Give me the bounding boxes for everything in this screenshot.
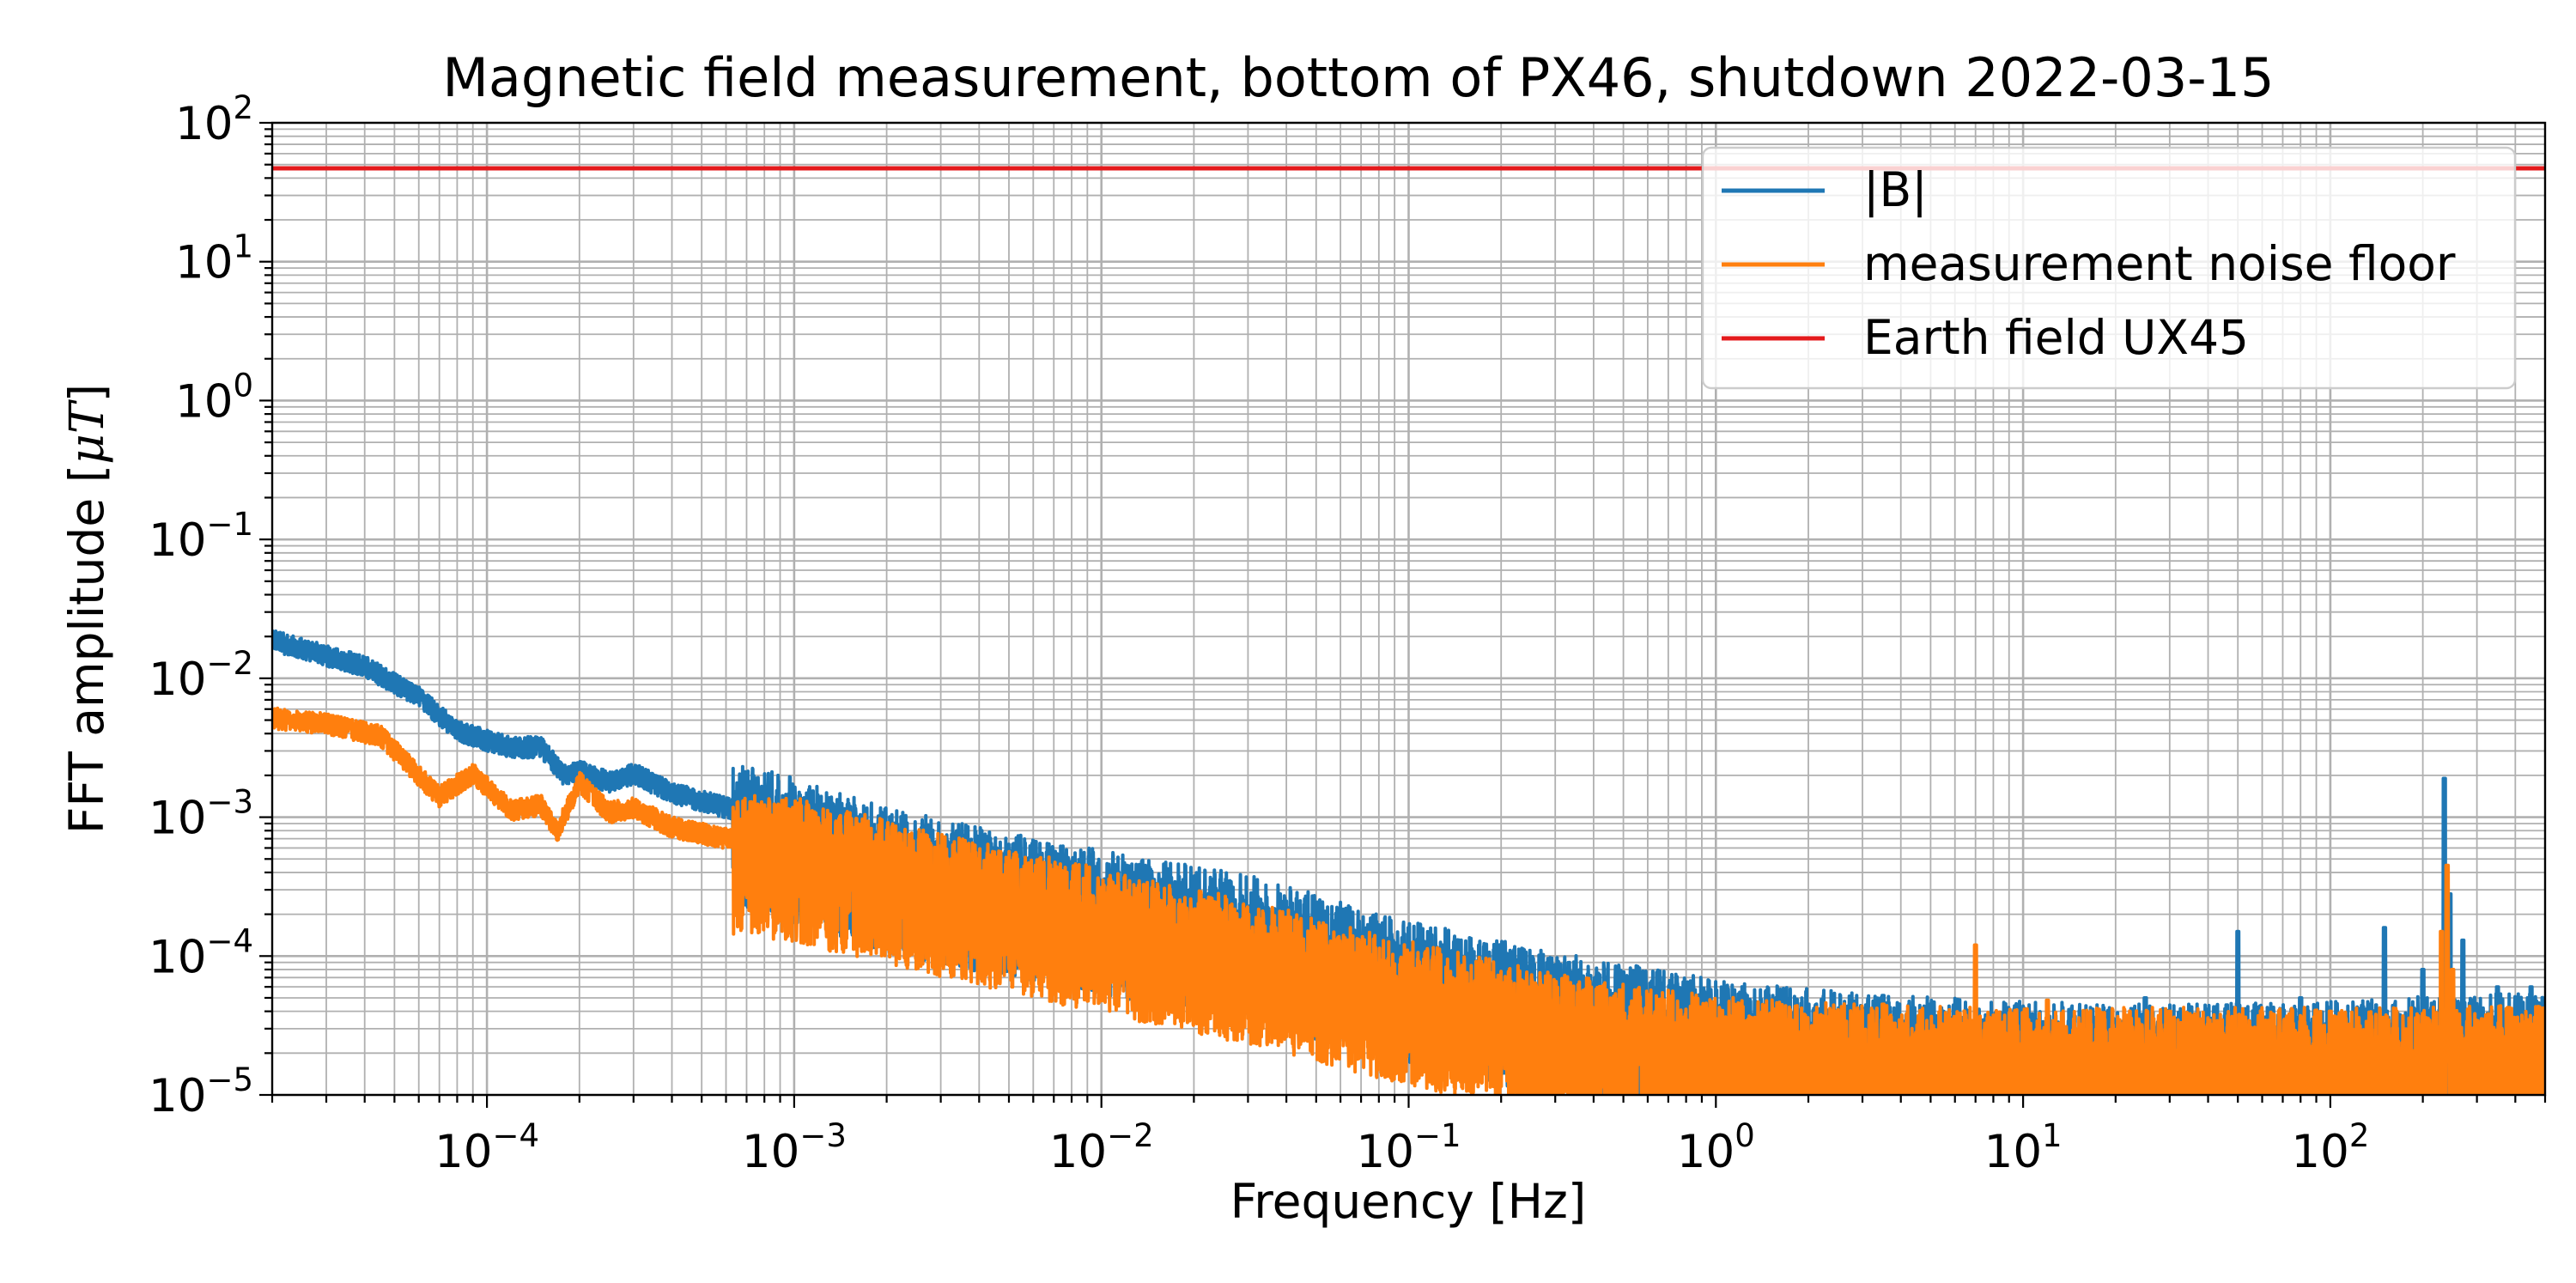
x-tick-label: 10−1 [1357, 1117, 1461, 1178]
legend-label-b: |B| [1863, 162, 1928, 218]
y-tick-label: 10−2 [149, 645, 253, 706]
x-tick-label: 102 [2291, 1117, 2369, 1178]
x-tick-label: 10−2 [1049, 1117, 1154, 1178]
x-tick-label: 100 [1677, 1117, 1755, 1178]
y-axis-label-text: FFT amplitude [ [59, 465, 114, 834]
y-axis-label: FFT amplitude [μT] [59, 384, 114, 834]
legend-box [1701, 146, 2517, 390]
y-tick-label: 100 [175, 367, 253, 428]
legend: |B| measurement noise floor Earth field … [1701, 146, 2517, 390]
x-tick-label: 101 [1984, 1117, 2063, 1178]
x-axis-ticks: 10−4 10−3 10−2 10−1 100 101 102 [270, 1095, 2547, 1178]
y-axis-label-mu: μ [59, 434, 114, 465]
y-axis-ticks: 10−5 10−4 10−3 10−2 10−1 100 101 102 [149, 89, 272, 1122]
y-tick-label: 10−3 [149, 784, 253, 845]
x-axis-label: Frequency [Hz] [1230, 1174, 1587, 1229]
y-tick-label: 102 [175, 89, 253, 150]
legend-label-noise-floor: measurement noise floor [1863, 236, 2456, 291]
series-noise-floor-line [272, 706, 2545, 1095]
y-axis-label-unit: T [59, 398, 114, 434]
y-tick-label: 10−4 [149, 922, 253, 983]
chart-title: Magnetic field measurement, bottom of PX… [442, 46, 2274, 109]
y-axis-label-close: ] [59, 384, 114, 402]
y-tick-label: 10−5 [149, 1061, 253, 1122]
y-tick-label: 101 [175, 228, 253, 289]
x-tick-label: 10−4 [434, 1117, 539, 1178]
legend-label-earth-field: Earth field UX45 [1863, 310, 2249, 365]
y-tick-label: 10−1 [149, 506, 253, 567]
x-tick-label: 10−3 [742, 1117, 847, 1178]
